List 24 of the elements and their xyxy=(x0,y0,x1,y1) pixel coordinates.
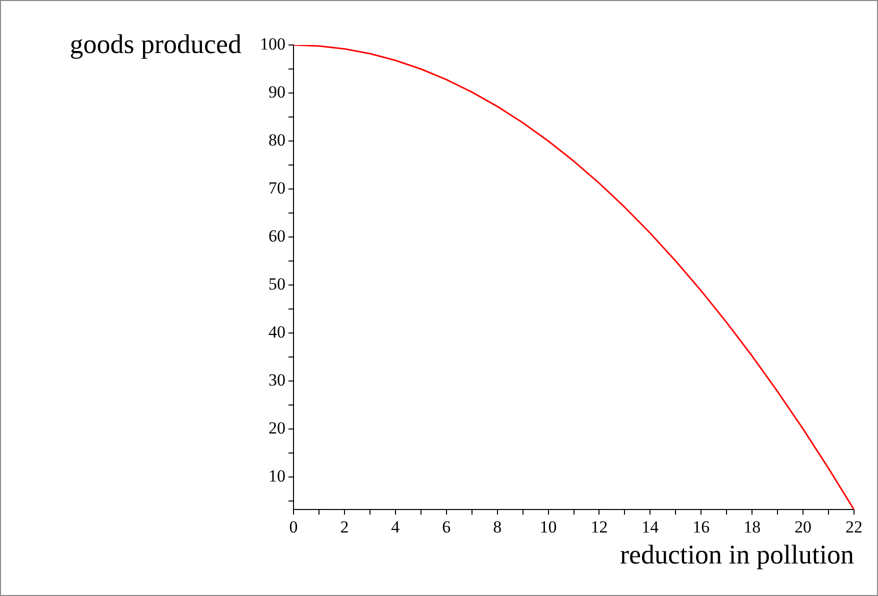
y-tick-label: 100 xyxy=(260,34,286,54)
x-tick-label: 14 xyxy=(642,517,660,536)
y-tick-label: 20 xyxy=(268,418,286,438)
x-tick-label: 8 xyxy=(493,517,502,536)
x-tick-label: 6 xyxy=(442,517,451,536)
y-tick-label: 80 xyxy=(268,130,286,150)
y-axis-title: goods produced xyxy=(70,29,242,59)
y-tick-label: 70 xyxy=(268,178,286,198)
x-tick-label: 16 xyxy=(692,517,710,536)
y-tick-label: 30 xyxy=(268,370,286,390)
x-tick-label: 0 xyxy=(289,517,298,536)
x-tick-label: 12 xyxy=(590,517,608,536)
x-tick-label: 22 xyxy=(846,517,862,536)
y-tick-label: 90 xyxy=(268,82,286,102)
x-tick-label: 4 xyxy=(391,517,400,536)
y-tick-label: 60 xyxy=(268,226,286,246)
y-tick-label: 50 xyxy=(268,274,286,294)
x-tick-label: 10 xyxy=(540,517,557,536)
x-axis-title: reduction in pollution xyxy=(620,540,854,570)
x-tick-label: 2 xyxy=(340,517,349,536)
y-tick-label: 40 xyxy=(268,322,286,342)
x-tick-label: 20 xyxy=(794,517,812,536)
x-tick-label: 18 xyxy=(744,517,761,536)
y-tick-label: 10 xyxy=(268,466,286,486)
